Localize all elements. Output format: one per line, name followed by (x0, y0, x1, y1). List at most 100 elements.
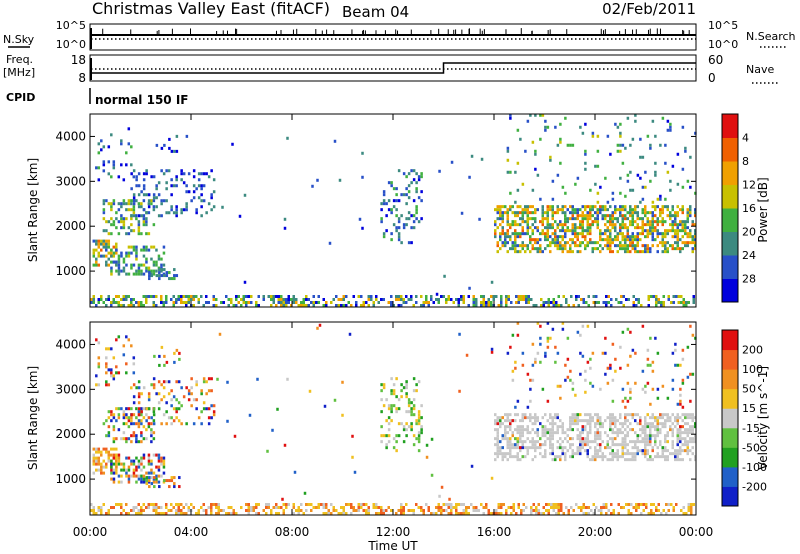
power-cell (115, 245, 118, 249)
velocity-cell (405, 428, 408, 432)
freq-panel (89, 54, 697, 82)
power-cell (661, 232, 664, 236)
power-cell (581, 214, 584, 218)
velocity-cell (425, 455, 429, 459)
power-cell (420, 172, 423, 176)
power-cell (506, 146, 510, 150)
power-cell (207, 301, 210, 304)
velocity-cell (577, 506, 580, 509)
velocity-cell (509, 455, 512, 459)
power-cell (664, 143, 667, 147)
velocity-cell (180, 503, 183, 506)
velocity-cell (215, 506, 218, 509)
power-cell (607, 301, 610, 304)
power-cell (649, 143, 652, 147)
power-cell (170, 208, 173, 212)
velocity-cell (117, 407, 121, 411)
velocity-cell (506, 452, 509, 456)
velocity-cell (599, 434, 602, 438)
velocity-cell (275, 506, 278, 509)
velocity-cell (392, 437, 396, 441)
power-cell (487, 301, 490, 304)
velocity-cell (679, 434, 682, 438)
power-cell (387, 301, 390, 304)
power-cell (679, 220, 682, 224)
velocity-cell (140, 459, 143, 463)
velocity-cell (252, 509, 255, 512)
velocity-cell (571, 449, 574, 453)
velocity-cell (365, 512, 368, 515)
power-cell (205, 211, 208, 215)
power-cell (674, 232, 677, 236)
power-cell (267, 295, 270, 298)
velocity-cell (372, 503, 375, 506)
power-cell (496, 208, 499, 212)
velocity-cell (173, 476, 176, 480)
velocity-cell (499, 416, 502, 420)
power-cell (624, 214, 627, 218)
power-cell (270, 304, 273, 307)
velocity-cell (192, 422, 196, 426)
power-cell (160, 298, 163, 301)
velocity-cell (526, 452, 529, 456)
power-cell (574, 235, 577, 239)
power-cell (541, 220, 544, 224)
power-cell (405, 217, 408, 221)
power-cell (107, 295, 110, 298)
power-cell (317, 295, 320, 298)
power-cell (362, 304, 365, 307)
power-cell (570, 295, 573, 298)
power-cell (646, 247, 649, 251)
velocity-cell (226, 419, 229, 423)
power-cell (145, 295, 148, 298)
velocity-cell (627, 509, 630, 512)
power-cell (127, 199, 131, 203)
power-cell (662, 301, 665, 304)
velocity-cell (330, 512, 333, 515)
velocity-cell (541, 443, 544, 447)
power-cell (237, 301, 240, 304)
velocity-cell (687, 506, 690, 509)
velocity-cell (655, 506, 658, 509)
velocity-cell (105, 380, 108, 384)
power-cell (576, 214, 579, 218)
velocity-cell (195, 383, 198, 387)
velocity-cell (496, 452, 499, 456)
velocity-cell (92, 509, 95, 512)
velocity-cell (660, 512, 663, 515)
velocity-cell (516, 431, 519, 435)
velocity-cell (360, 506, 363, 509)
velocity-cell (107, 431, 111, 435)
power-cell (546, 125, 550, 129)
velocity-cell (504, 419, 507, 423)
power-cell (170, 149, 174, 153)
power-cell (127, 202, 131, 206)
velocity-cell (202, 407, 206, 411)
power-cell (115, 295, 118, 298)
power-cell (504, 211, 507, 215)
power-cell (105, 248, 108, 252)
power-cell (460, 211, 464, 215)
power-cell (112, 245, 116, 249)
power-cell (626, 173, 630, 177)
velocity-cell (580, 506, 583, 509)
power-cell (655, 298, 658, 301)
power-cell (370, 295, 373, 298)
velocity-cell (417, 434, 421, 438)
velocity-cell (392, 392, 396, 396)
power-cell (661, 238, 664, 242)
power-cell (102, 145, 106, 149)
power-cell (127, 272, 131, 276)
power-cell (165, 301, 168, 304)
power-cell (655, 304, 658, 307)
power-cell (207, 202, 211, 206)
power-cell (631, 238, 634, 242)
power-cell (576, 217, 579, 221)
velocity-cell (681, 413, 684, 417)
velocity-cell (536, 434, 539, 438)
power-cell (691, 220, 694, 224)
power-cell (197, 196, 201, 200)
velocity-cell (516, 399, 520, 403)
power-cell (110, 232, 113, 236)
power-cell (499, 247, 502, 251)
